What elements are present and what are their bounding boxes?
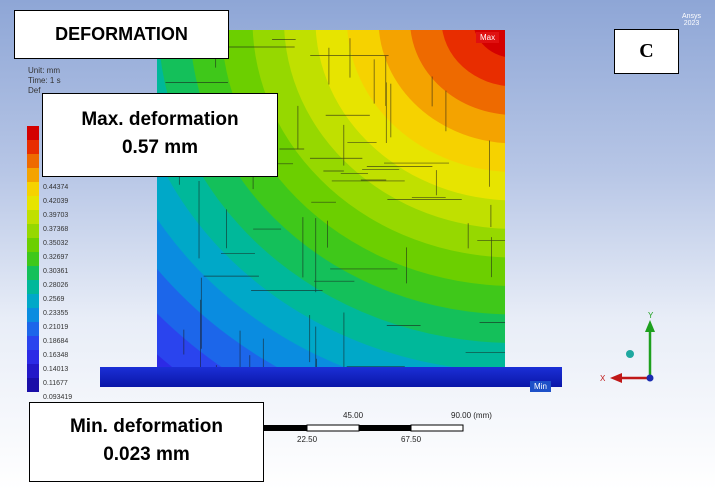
scale-segment-4 xyxy=(410,424,464,432)
logo-line1: Ansys xyxy=(682,13,702,20)
y-axis-label: Y xyxy=(648,311,654,320)
scale-label-22: 22.50 xyxy=(297,435,318,444)
legend-swatch xyxy=(27,252,39,266)
ansys-logo: Ansys 2023 xyxy=(682,13,701,27)
legend-label: 0.14013 xyxy=(43,366,69,373)
legend-swatch xyxy=(27,210,39,224)
info-type: Def xyxy=(28,86,41,95)
logo-line2: 2023 xyxy=(683,20,700,27)
scale-label-90: 90.00 (mm) xyxy=(451,411,492,420)
legend-swatch xyxy=(27,196,39,210)
triad-svg: Y X xyxy=(600,311,655,383)
min-deformation-callout: Min. deformation 0.023 mm xyxy=(29,402,264,482)
scale-bar-svg xyxy=(257,424,464,432)
legend-swatch xyxy=(27,350,39,364)
legend-label: 0.30361 xyxy=(43,268,69,275)
legend-label: 0.44374 xyxy=(43,184,69,191)
color-legend[interactable] xyxy=(27,126,39,444)
legend-swatch xyxy=(27,280,39,294)
legend-swatch xyxy=(27,336,39,350)
scale-segment-1 xyxy=(257,425,307,431)
min-callout-line1: Min. deformation xyxy=(69,416,224,437)
scale-label-45: 45.00 xyxy=(343,411,364,420)
legend-swatch xyxy=(27,126,39,140)
min-callout-line2: 0.023 mm xyxy=(103,444,190,465)
y-axis-arrow xyxy=(645,320,655,332)
base-plate xyxy=(100,367,562,387)
legend-swatch xyxy=(27,266,39,280)
scale-segment-3 xyxy=(359,425,411,431)
contour-svg xyxy=(157,30,505,370)
legend-label: 0.32697 xyxy=(43,254,69,261)
max-deformation-callout: Max. deformation 0.57 mm xyxy=(42,93,278,177)
legend-label: 0.2569 xyxy=(43,296,65,303)
max-callout-line1: Max. deformation xyxy=(81,109,239,130)
legend-label: 0.37368 xyxy=(43,226,69,233)
info-time: Time: 1 s xyxy=(28,76,61,85)
legend-swatch xyxy=(27,238,39,252)
axis-triad[interactable]: Y X xyxy=(598,308,668,394)
legend-label: 0.28026 xyxy=(43,282,69,289)
legend-label: 0.39703 xyxy=(43,212,69,219)
x-axis-arrow xyxy=(610,373,622,383)
deformation-contour-plot xyxy=(157,30,505,370)
legend-label: 0.16348 xyxy=(43,352,69,359)
legend-label: 0.23355 xyxy=(43,310,69,317)
z-axis-dot xyxy=(646,374,654,382)
info-unit: Unit: mm xyxy=(28,66,60,75)
legend-swatch xyxy=(27,140,39,154)
result-info: Unit: mm Time: 1 s Def xyxy=(28,66,61,96)
legend-label: 0.18684 xyxy=(43,338,69,345)
legend-swatch xyxy=(27,364,39,378)
min-probe-tag: Min xyxy=(530,381,551,392)
legend-swatch xyxy=(27,308,39,322)
legend-swatch xyxy=(27,322,39,336)
scale-bar: 45.00 90.00 (mm) 22.50 67.50 xyxy=(255,410,515,445)
max-probe-tag: Max xyxy=(476,32,500,43)
legend-label: 0.11677 xyxy=(43,380,68,387)
x-axis-label: X xyxy=(600,374,606,383)
legend-swatch xyxy=(27,168,39,182)
legend-swatch xyxy=(27,182,39,196)
title-box: DEFORMATION xyxy=(14,10,229,59)
max-callout-line2: 0.57 mm xyxy=(121,137,199,158)
triad-sphere xyxy=(626,350,634,358)
legend-label: 0.21019 xyxy=(43,324,69,331)
legend-label: 0.42039 xyxy=(43,198,69,205)
scale-segment-2 xyxy=(306,424,360,432)
panel-label-box: C xyxy=(614,29,679,74)
legend-swatch xyxy=(27,224,39,238)
scale-label-67: 67.50 xyxy=(401,435,422,444)
legend-swatch xyxy=(27,294,39,308)
legend-swatch xyxy=(27,154,39,168)
legend-swatch xyxy=(27,378,39,392)
legend-label: 0.093419 xyxy=(43,394,73,401)
legend-label: 0.35032 xyxy=(43,240,69,247)
